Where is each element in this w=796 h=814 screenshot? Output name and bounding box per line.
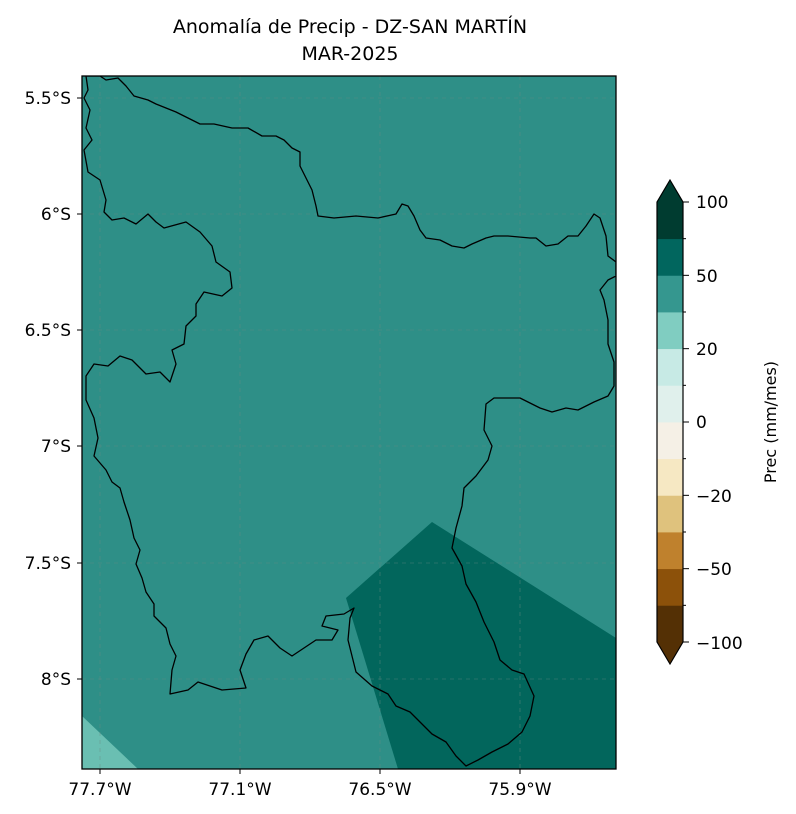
lon-tick-label: 76.5°W xyxy=(348,780,411,800)
colorbar-segment xyxy=(657,202,683,240)
colorbar-tick-label: 0 xyxy=(696,413,707,433)
lon-tick-label: 75.9°W xyxy=(488,780,551,800)
colorbar-tick-label: −100 xyxy=(696,634,743,654)
colorbar-segment xyxy=(657,568,683,606)
san-martin-boundary xyxy=(83,76,616,767)
colorbar-extend-max xyxy=(657,180,683,202)
colorbar-segment xyxy=(657,385,683,423)
colorbar-extend-min xyxy=(657,642,683,664)
colorbar-label: Prec (mm/mes) xyxy=(761,361,780,483)
colorbar-segment xyxy=(657,238,683,276)
colorbar-tick-label: 50 xyxy=(696,267,718,287)
colorbar-tick-label: −50 xyxy=(696,560,732,580)
colorbar-tick-label: 100 xyxy=(696,193,728,213)
lat-tick-label: 6.5°S xyxy=(25,321,71,341)
colorbar-segment xyxy=(657,312,683,350)
lat-tick-label: 8°S xyxy=(41,670,71,690)
colorbar-segment xyxy=(657,495,683,533)
colorbar-segment xyxy=(657,605,683,643)
map-subtitle: MAR-2025 xyxy=(301,43,399,65)
lat-tick-label: 5.5°S xyxy=(25,89,71,109)
anomaly-field-50-75 xyxy=(346,522,616,769)
lon-tick-label: 77.1°W xyxy=(208,780,271,800)
anomaly-field-10-20 xyxy=(82,716,138,769)
colorbar-segment xyxy=(657,422,683,460)
colorbar-tick-label: 20 xyxy=(696,340,718,360)
map-area xyxy=(82,76,616,769)
colorbar-segment xyxy=(657,275,683,313)
lat-tick-label: 7.5°S xyxy=(25,554,71,574)
lat-tick-label: 6°S xyxy=(41,205,71,225)
map-title: Anomalía de Precip - DZ-SAN MARTÍN xyxy=(172,16,528,38)
lat-tick-label: 7°S xyxy=(41,437,71,457)
colorbar-segment xyxy=(657,348,683,386)
lat-tick-marks xyxy=(77,97,521,774)
colorbar-segment xyxy=(657,532,683,570)
colorbar-segment xyxy=(657,458,683,496)
colorbar xyxy=(656,178,689,666)
colorbar-tick-label: −20 xyxy=(696,487,732,507)
map-frame xyxy=(81,75,617,770)
lon-tick-label: 77.7°W xyxy=(68,780,131,800)
